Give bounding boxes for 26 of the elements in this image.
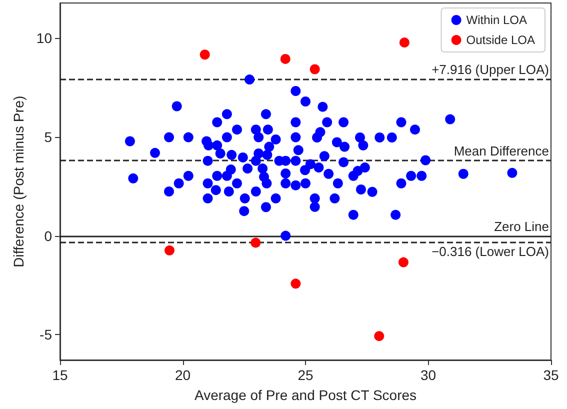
point bbox=[200, 50, 210, 60]
y-axis-title: Difference (Post minus Pre) bbox=[10, 96, 27, 268]
y-tick-label: 10 bbox=[36, 30, 52, 46]
point bbox=[374, 331, 384, 342]
ref-line-label: −0.316 (Lower LOA) bbox=[432, 244, 549, 260]
y-tick-label: 5 bbox=[44, 128, 52, 145]
legend-label: Within LOA bbox=[466, 13, 527, 27]
point bbox=[164, 245, 174, 256]
x-axis-title: Average of Pre and Post CT Scores bbox=[194, 387, 417, 403]
point bbox=[250, 238, 261, 248]
y-tick-label: -5 bbox=[40, 326, 52, 343]
ref-line-label: Mean Difference bbox=[454, 144, 549, 159]
x-tick-label: 35 bbox=[543, 367, 559, 383]
point bbox=[290, 278, 301, 289]
point bbox=[280, 54, 290, 64]
ref-line-label: Zero Line bbox=[494, 218, 549, 234]
point bbox=[310, 64, 320, 74]
point bbox=[398, 257, 408, 268]
ref-line-label: +7.916 (Upper LOA) bbox=[432, 62, 549, 78]
y-tick-label: 0 bbox=[44, 228, 52, 244]
x-tick-label: 30 bbox=[420, 367, 436, 383]
point bbox=[399, 38, 410, 48]
x-tick-label: 15 bbox=[52, 367, 68, 383]
x-tick-label: 20 bbox=[174, 367, 191, 383]
x-tick-label: 25 bbox=[298, 367, 314, 383]
legend-label: Outside LOA bbox=[466, 33, 535, 47]
